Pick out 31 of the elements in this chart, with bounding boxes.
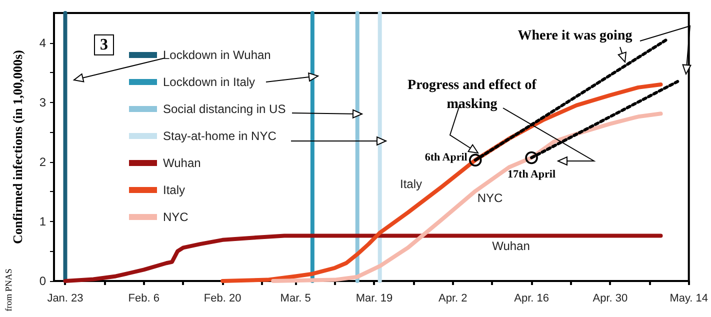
annotation: 6th April (424, 152, 468, 165)
x-tick-label: Mar. 19 (356, 292, 393, 304)
annotation: 3 (94, 34, 114, 56)
legend-label: Wuhan (163, 156, 201, 170)
annotation: Where it was going (518, 28, 632, 46)
text: from PNAS (4, 268, 14, 312)
y-tick-label: 1 (39, 214, 46, 228)
y-axis-title: Confirmed infections (in 1,00,000s) (10, 50, 25, 244)
legend-label: Italy (163, 183, 186, 197)
legend-label: Lockdown in Italy (163, 75, 256, 89)
y-tick-label: 0 (39, 274, 46, 288)
x-tick-label: Feb. 20 (204, 292, 242, 304)
x-tick-label: Jan. 23 (47, 292, 84, 304)
x-tick-label: Apr. 30 (592, 292, 628, 304)
annotation: Italy (400, 176, 422, 192)
annotation: 17th April (508, 168, 556, 182)
x-tick-label: Feb. 6 (128, 292, 160, 304)
legend-label: Stay-at-home in NYC (163, 129, 276, 143)
annotation: Progress and effect of masking (406, 77, 538, 114)
legend-label: Social distancing in US (163, 102, 286, 116)
x-tick-label: Apr. 16 (514, 292, 549, 304)
annotation: Wuhan (492, 238, 530, 254)
annotation: NYC (477, 190, 503, 206)
x-tick-label: Mar. 5 (280, 292, 311, 304)
y-tick-label: 3 (39, 95, 46, 110)
y-tick-label: 4 (39, 36, 46, 50)
legend-label: Lockdown in Wuhan (163, 48, 271, 62)
legend-label: NYC (163, 210, 188, 224)
x-tick-label: May. 14 (670, 292, 708, 304)
y-tick-label: 2 (39, 154, 46, 169)
x-tick-label: Apr. 2 (438, 292, 468, 304)
